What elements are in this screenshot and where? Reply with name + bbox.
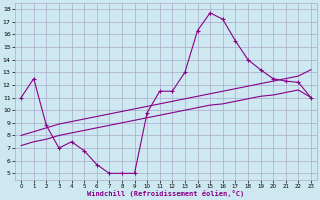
X-axis label: Windchill (Refroidissement éolien,°C): Windchill (Refroidissement éolien,°C)	[87, 190, 245, 197]
